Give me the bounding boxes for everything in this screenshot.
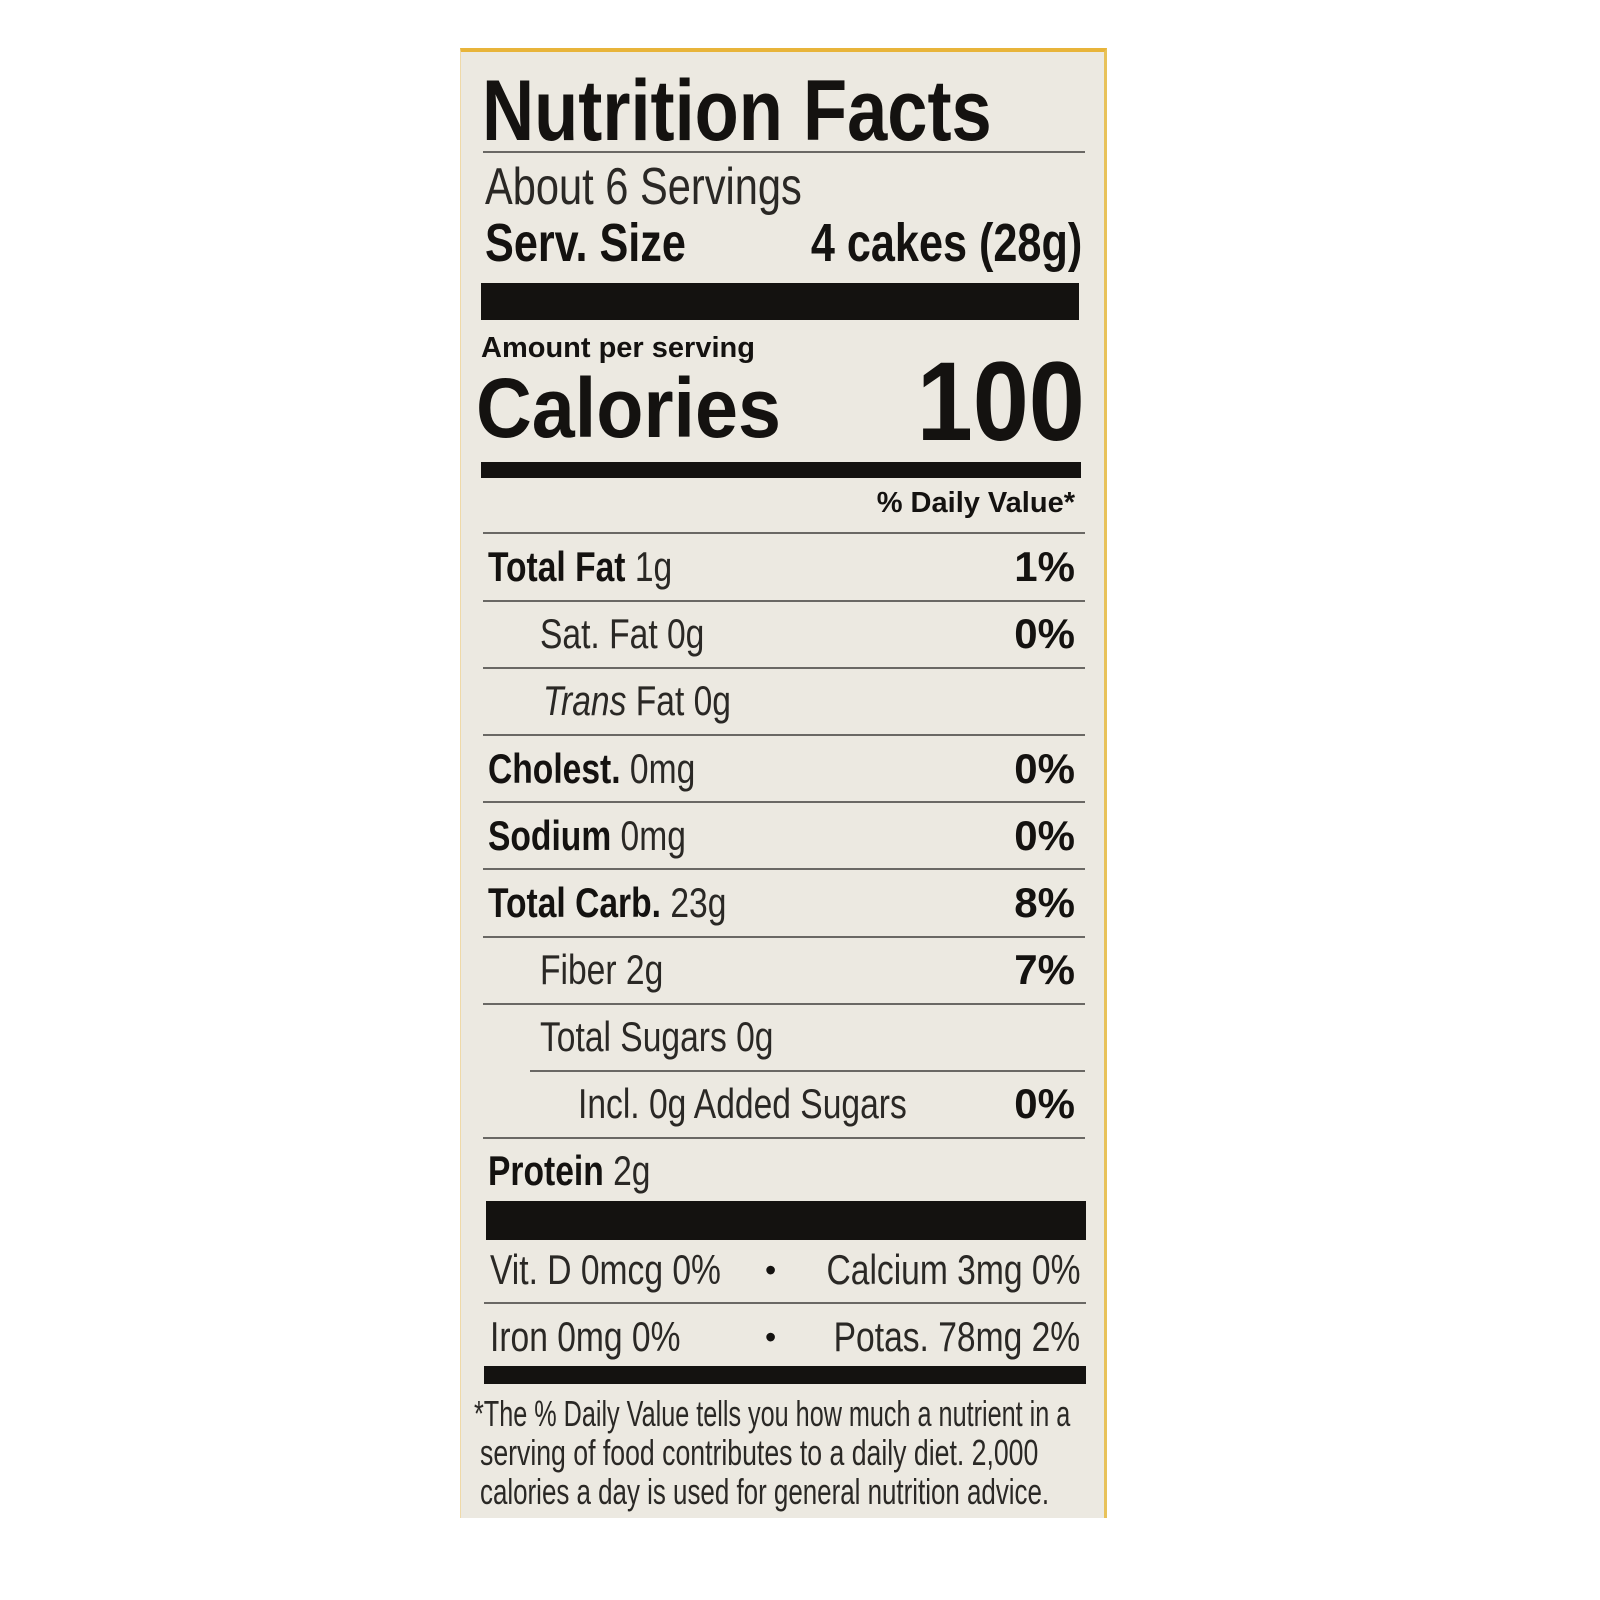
footnote-line-1: *The % Daily Value tells you how much a … xyxy=(474,1394,1326,1434)
row-cholesterol: Cholest. 0mg xyxy=(488,744,747,794)
nutrient-amount: 0mg xyxy=(629,745,696,792)
micro-text: Iron 0mg 0% xyxy=(490,1313,681,1360)
row-sat-fat: Sat. Fat 0g xyxy=(540,609,745,659)
divider xyxy=(483,667,1085,669)
divider xyxy=(483,151,1085,153)
row-total-fat: Total Fat 1g xyxy=(488,542,718,592)
divider xyxy=(483,801,1085,803)
footnote-text: *The % Daily Value tells you how much a … xyxy=(474,1393,1071,1434)
bullet: • xyxy=(765,1252,777,1288)
nutrient-name: Incl. 0g Added Sugars xyxy=(578,1080,907,1127)
divider xyxy=(483,868,1085,870)
daily-value-header-text: % Daily Value* xyxy=(876,487,1075,519)
divider xyxy=(483,532,1085,534)
servings-text: About 6 Servings xyxy=(485,158,802,216)
bullet: • xyxy=(765,1319,777,1355)
dv-cholesterol: 0% xyxy=(1014,745,1075,792)
calories-value: 100 xyxy=(898,346,1085,458)
nutrient-name: Sat. Fat xyxy=(540,610,658,657)
divider xyxy=(483,1003,1085,1005)
nutrient-amount: 23g xyxy=(670,879,727,926)
nutrient-name: Fiber xyxy=(540,946,617,993)
nutrient-amount: 0g xyxy=(693,677,731,724)
row-total-sugars: Total Sugars 0g xyxy=(540,1012,832,1062)
footnote-text: serving of food contributes to a daily d… xyxy=(480,1432,1039,1473)
footnote-line-3: calories a day is used for general nutri… xyxy=(480,1472,1270,1512)
thick-divider xyxy=(481,283,1079,320)
micro-potassium: Potas. 78mg 2% xyxy=(772,1312,1080,1362)
nutrient-name: Total Carb. xyxy=(488,879,661,926)
serving-size-label: Serv. Size xyxy=(485,215,736,271)
title-text: Nutrition Facts xyxy=(482,63,992,159)
nutrient-amount: 1g xyxy=(634,543,673,590)
dv-sat-fat: 0% xyxy=(1014,610,1075,657)
calories-value-text: 100 xyxy=(916,339,1085,464)
row-protein: Protein 2g xyxy=(488,1146,691,1196)
dv-total-carb: 8% xyxy=(1014,879,1075,926)
micro-calcium: Calcium 3mg 0% xyxy=(763,1245,1080,1295)
calories-label-text: Calories xyxy=(476,361,781,455)
servings-per-container: About 6 Servings xyxy=(485,160,881,214)
divider xyxy=(484,1302,1086,1304)
micro-iron: Iron 0mg 0% xyxy=(490,1312,728,1362)
nutrient-amount: 0mg xyxy=(620,812,686,859)
divider xyxy=(483,936,1085,938)
micro-text: Potas. 78mg 2% xyxy=(833,1313,1080,1360)
nutrient-amount: 2g xyxy=(625,946,664,993)
amount-per-serving-text: Amount per serving xyxy=(481,332,755,364)
row-sodium: Sodium 0mg xyxy=(488,811,735,861)
row-total-carb: Total Carb. 23g xyxy=(488,878,786,928)
medium-divider xyxy=(484,1366,1086,1384)
thick-divider xyxy=(486,1201,1086,1240)
nutrient-name: Total Fat xyxy=(488,543,626,590)
calories-label: Calories xyxy=(476,362,808,454)
micro-vitamin-d: Vit. D 0mcg 0% xyxy=(490,1245,779,1295)
dv-total-fat: 1% xyxy=(1014,543,1075,590)
footnote-text: calories a day is used for general nutri… xyxy=(480,1471,1050,1512)
nutrient-name: Total Sugars xyxy=(540,1013,727,1060)
daily-value-header: % Daily Value* xyxy=(877,486,1075,520)
nutrient-name: Protein xyxy=(488,1147,604,1194)
label-title: Nutrition Facts xyxy=(482,66,1089,156)
divider xyxy=(483,600,1085,602)
nutrient-amount: 2g xyxy=(613,1147,651,1194)
dv-added-sugars: 0% xyxy=(1014,1080,1075,1127)
nutrient-name: Trans xyxy=(543,677,627,724)
serving-size-value: 4 cakes (28g) xyxy=(743,215,1082,271)
row-added-sugars: Incl. 0g Added Sugars xyxy=(578,1079,989,1129)
medium-divider xyxy=(481,462,1081,478)
row-fiber: Fiber 2g xyxy=(540,945,694,995)
dv-fiber: 7% xyxy=(1014,946,1075,993)
nutrient-amount: 0g xyxy=(666,610,705,657)
amount-per-serving: Amount per serving xyxy=(481,332,755,364)
micro-text: Calcium 3mg 0% xyxy=(826,1246,1080,1293)
serving-size-label-text: Serv. Size xyxy=(485,213,686,273)
dv-sodium: 0% xyxy=(1014,812,1075,859)
micro-text: Vit. D 0mcg 0% xyxy=(490,1246,721,1293)
nutrient-name: Cholest. xyxy=(488,745,621,792)
divider xyxy=(483,734,1085,736)
serving-size-value-text: 4 cakes (28g) xyxy=(810,213,1082,273)
divider xyxy=(483,1137,1085,1139)
divider xyxy=(530,1070,1085,1072)
nutrient-amount: 0g xyxy=(736,1013,774,1060)
row-trans-fat: Trans Fat 0g xyxy=(543,676,778,726)
footnote-line-2: serving of food contributes to a daily d… xyxy=(480,1433,1234,1473)
nutrient-name: Sodium xyxy=(488,812,612,859)
nutrient-name-rest: Fat xyxy=(635,677,685,724)
